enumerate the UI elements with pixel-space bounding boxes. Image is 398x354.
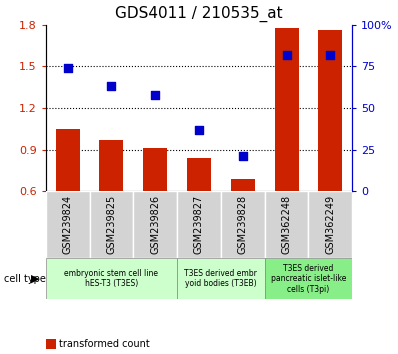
Point [196, 127, 202, 132]
Text: GSM239827: GSM239827 [194, 195, 204, 255]
Text: GSM362249: GSM362249 [325, 195, 336, 255]
Bar [56, 129, 80, 191]
Bar [308, 191, 352, 258]
Bar [177, 191, 221, 258]
Text: T3ES derived
pancreatic islet-like
cells (T3pi): T3ES derived pancreatic islet-like cells… [271, 264, 346, 294]
Text: transformed count: transformed count [59, 339, 150, 349]
Point [152, 92, 158, 97]
Bar [143, 148, 167, 191]
Bar [133, 191, 177, 258]
Text: embryonic stem cell line
hES-T3 (T3ES): embryonic stem cell line hES-T3 (T3ES) [64, 269, 158, 289]
Text: GSM239825: GSM239825 [106, 195, 117, 255]
Bar [187, 158, 211, 191]
Text: cell type: cell type [4, 274, 46, 284]
Text: T3ES derived embr
yoid bodies (T3EB): T3ES derived embr yoid bodies (T3EB) [184, 269, 258, 289]
Bar [265, 258, 352, 299]
Bar [177, 258, 265, 299]
Text: GSM239826: GSM239826 [150, 195, 160, 255]
Bar [231, 179, 255, 191]
Bar [265, 191, 308, 258]
Point [283, 52, 290, 58]
Point [64, 65, 71, 71]
Bar [100, 140, 123, 191]
Point [240, 153, 246, 159]
Text: GSM239828: GSM239828 [238, 195, 248, 255]
Bar [275, 28, 298, 191]
Point [327, 52, 334, 58]
Text: ▶: ▶ [31, 274, 39, 284]
Bar [221, 191, 265, 258]
Bar [46, 258, 177, 299]
Text: GSM239824: GSM239824 [62, 195, 73, 255]
Text: GSM362248: GSM362248 [281, 195, 292, 255]
Bar [46, 191, 90, 258]
Bar [318, 30, 342, 191]
Title: GDS4011 / 210535_at: GDS4011 / 210535_at [115, 6, 283, 22]
Bar [90, 191, 133, 258]
Point [108, 84, 115, 89]
